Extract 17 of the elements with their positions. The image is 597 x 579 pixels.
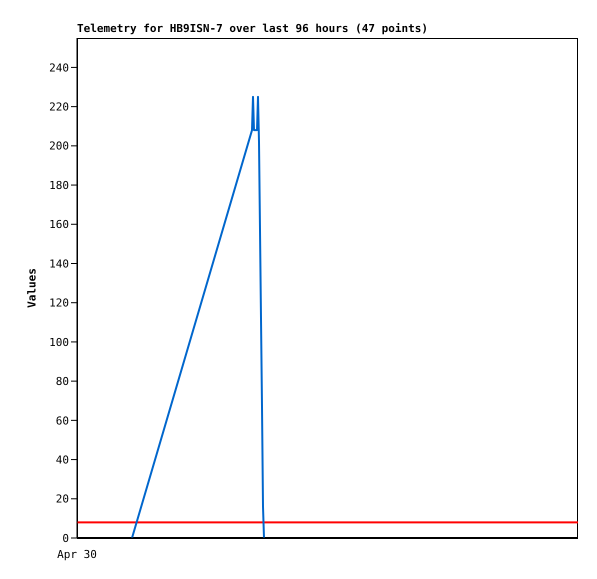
y-tick-label: 140 — [49, 257, 69, 270]
y-tick-label: 120 — [49, 296, 69, 310]
y-tick-label: 200 — [49, 140, 69, 153]
chart-title: Telemetry for HB9ISN-7 over last 96 hours (47 points) — [77, 22, 428, 35]
y-tick-label: 240 — [49, 61, 69, 74]
y-tick-label: 220 — [49, 100, 69, 114]
y-tick-label: 160 — [49, 218, 69, 232]
y-tick-label: 20 — [56, 492, 69, 506]
y-tick-label: 100 — [49, 336, 69, 349]
y-tick-label: 60 — [56, 414, 69, 428]
y-tick-label: 180 — [49, 178, 69, 192]
y-tick-label: 0 — [62, 532, 69, 545]
y-tick-label: 80 — [56, 375, 69, 388]
y-axis-title: Values — [26, 268, 38, 308]
text: Apr 30 — [57, 548, 97, 561]
y-tick-label: 40 — [56, 453, 69, 466]
line-series — [131, 96, 265, 538]
